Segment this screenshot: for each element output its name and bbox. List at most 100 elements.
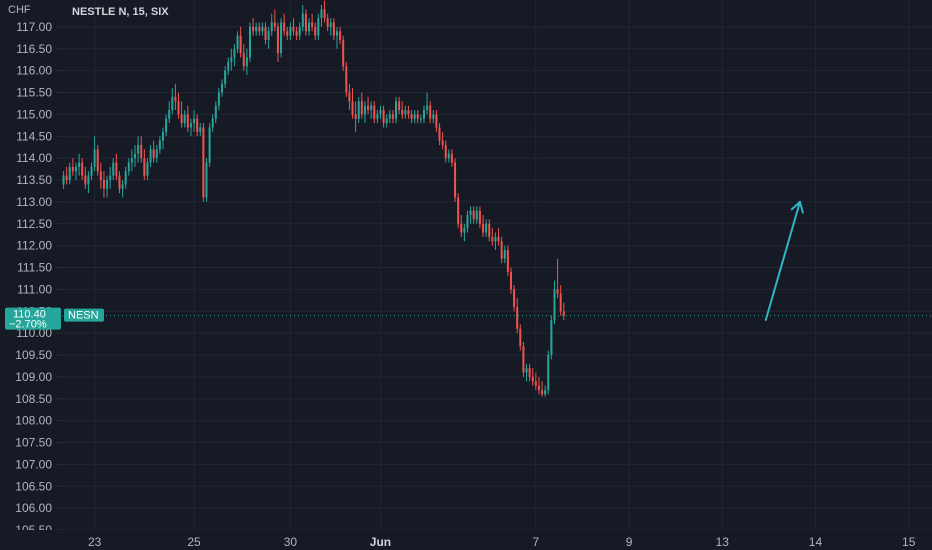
candle[interactable]	[363, 101, 366, 124]
candle[interactable]	[509, 267, 512, 294]
candle[interactable]	[289, 22, 292, 41]
candle[interactable]	[124, 166, 127, 189]
candle[interactable]	[541, 381, 544, 397]
candlestick-series[interactable]	[62, 0, 565, 397]
candle[interactable]	[186, 105, 189, 132]
candle[interactable]	[227, 57, 230, 76]
candle[interactable]	[242, 44, 245, 71]
candle[interactable]	[280, 18, 283, 58]
candle[interactable]	[301, 5, 304, 32]
candle[interactable]	[236, 31, 239, 54]
candle[interactable]	[419, 114, 422, 124]
candle[interactable]	[370, 101, 373, 119]
candle[interactable]	[429, 101, 432, 124]
candle[interactable]	[149, 145, 152, 167]
candle[interactable]	[96, 145, 99, 176]
candle[interactable]	[308, 18, 311, 36]
candle[interactable]	[286, 26, 289, 40]
candle[interactable]	[304, 9, 307, 36]
candle[interactable]	[152, 140, 155, 163]
candle[interactable]	[161, 127, 164, 150]
candle[interactable]	[205, 158, 208, 202]
candle[interactable]	[559, 285, 562, 316]
candle[interactable]	[255, 22, 258, 36]
candle[interactable]	[401, 101, 404, 119]
candle[interactable]	[143, 149, 146, 180]
candle[interactable]	[239, 26, 242, 58]
candle[interactable]	[168, 101, 171, 124]
candle[interactable]	[472, 206, 475, 224]
candle[interactable]	[450, 149, 453, 167]
candle[interactable]	[385, 114, 388, 128]
candle[interactable]	[273, 9, 276, 32]
candle[interactable]	[292, 18, 295, 36]
candle[interactable]	[109, 166, 112, 189]
candle[interactable]	[556, 258, 559, 299]
candle[interactable]	[130, 149, 133, 172]
candle[interactable]	[497, 228, 500, 246]
candle[interactable]	[351, 88, 354, 119]
candle[interactable]	[435, 110, 438, 132]
candle[interactable]	[416, 110, 419, 124]
candle[interactable]	[71, 158, 74, 176]
candle[interactable]	[323, 0, 326, 23]
candle[interactable]	[506, 245, 509, 277]
candle[interactable]	[388, 110, 391, 124]
candle[interactable]	[463, 223, 466, 242]
candle[interactable]	[311, 13, 314, 32]
candle[interactable]	[320, 5, 323, 27]
candle[interactable]	[115, 153, 118, 180]
candle[interactable]	[78, 153, 81, 176]
candle[interactable]	[513, 285, 516, 312]
candle[interactable]	[329, 18, 332, 36]
candle[interactable]	[87, 171, 90, 194]
candle[interactable]	[258, 22, 261, 36]
candle[interactable]	[339, 26, 342, 45]
candle[interactable]	[199, 123, 202, 137]
candle[interactable]	[74, 162, 77, 181]
candle[interactable]	[519, 324, 522, 351]
candle[interactable]	[248, 22, 251, 62]
candle[interactable]	[426, 92, 429, 115]
candle[interactable]	[422, 105, 425, 124]
candle[interactable]	[528, 363, 531, 382]
candle[interactable]	[360, 92, 363, 119]
candle[interactable]	[376, 110, 379, 124]
candle[interactable]	[413, 110, 416, 124]
candle[interactable]	[475, 206, 478, 224]
candle[interactable]	[482, 215, 485, 237]
candle[interactable]	[267, 26, 270, 49]
candle[interactable]	[357, 96, 360, 124]
candle[interactable]	[65, 166, 68, 185]
candle[interactable]	[140, 136, 143, 163]
candle[interactable]	[354, 101, 357, 132]
candle[interactable]	[158, 136, 161, 154]
candle[interactable]	[224, 66, 227, 89]
candle[interactable]	[261, 22, 264, 36]
candle[interactable]	[155, 145, 158, 163]
candle[interactable]	[444, 140, 447, 163]
candle[interactable]	[494, 232, 497, 251]
candle[interactable]	[332, 18, 335, 40]
candle[interactable]	[454, 158, 457, 202]
candle[interactable]	[174, 83, 177, 110]
candle[interactable]	[180, 101, 183, 128]
candle[interactable]	[81, 158, 84, 180]
candle[interactable]	[525, 363, 528, 382]
candle[interactable]	[407, 105, 410, 119]
candle[interactable]	[193, 110, 196, 132]
candle[interactable]	[398, 96, 401, 115]
candle[interactable]	[165, 114, 168, 137]
candle[interactable]	[189, 118, 192, 137]
candle[interactable]	[183, 110, 186, 128]
candle[interactable]	[382, 105, 385, 128]
candle[interactable]	[245, 48, 248, 75]
candle[interactable]	[478, 206, 481, 229]
candle[interactable]	[317, 13, 320, 40]
candle[interactable]	[345, 61, 348, 97]
candle[interactable]	[531, 368, 534, 386]
candle[interactable]	[432, 110, 435, 124]
candle[interactable]	[99, 162, 102, 189]
candle[interactable]	[550, 315, 553, 360]
